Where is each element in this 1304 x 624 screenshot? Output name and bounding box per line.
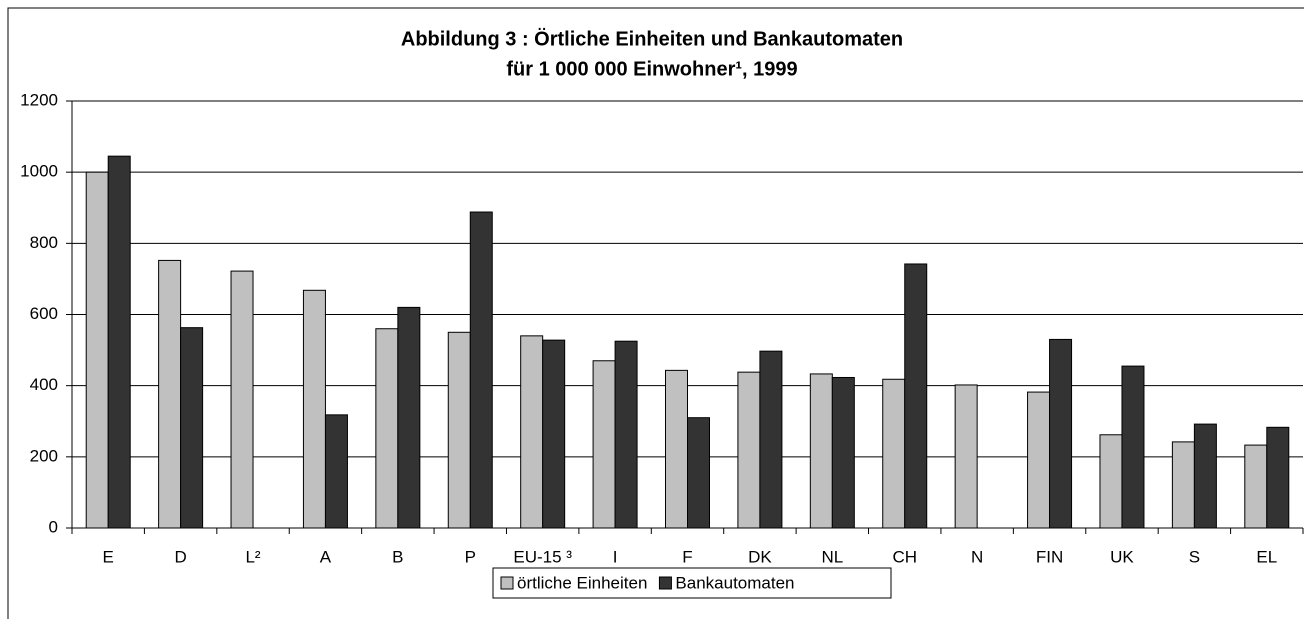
- legend-label: Bankautomaten: [675, 573, 794, 592]
- bar: [954, 384, 978, 529]
- chart-title: Abbildung 3 : Örtliche Einheiten und Ban…: [401, 27, 903, 50]
- x-tick-label: F: [682, 547, 692, 566]
- legend-label: örtliche Einheiten: [517, 573, 647, 592]
- x-tick-label: UK: [1110, 547, 1134, 566]
- bar: [520, 335, 544, 529]
- bar: [592, 360, 616, 529]
- bar: [904, 263, 928, 529]
- x-tick-label: EU-15 ³: [513, 547, 572, 566]
- x-tick-label: NL: [821, 547, 843, 566]
- y-tick-label: 800: [30, 233, 58, 252]
- bar: [1193, 423, 1217, 529]
- bar: [397, 306, 421, 529]
- bar: [107, 155, 131, 529]
- bar: [1266, 426, 1290, 529]
- x-tick-label: P: [465, 547, 476, 566]
- x-tick-label: DK: [748, 547, 772, 566]
- x-tick-label: EL: [1256, 547, 1277, 566]
- x-tick-label: I: [613, 547, 618, 566]
- chart-subtitle: für 1 000 000 Einwohner¹, 1999: [506, 58, 797, 80]
- bar: [1027, 391, 1051, 529]
- y-tick-label: 200: [30, 446, 58, 465]
- bar: [324, 414, 348, 529]
- x-tick-label: FIN: [1036, 547, 1063, 566]
- chart-frame: [7, 7, 1304, 624]
- bar: [665, 369, 688, 529]
- bar: [1171, 441, 1195, 529]
- y-tick-label: 600: [30, 304, 58, 323]
- bar: [542, 339, 566, 529]
- legend-swatch: [500, 576, 514, 590]
- bar: [230, 270, 254, 529]
- y-tick-label: 400: [30, 375, 58, 394]
- bar: [180, 327, 204, 529]
- bar: [1049, 338, 1073, 529]
- x-tick-label: D: [174, 547, 186, 566]
- bar: [469, 211, 493, 529]
- x-tick-label: E: [103, 547, 114, 566]
- bar: [302, 289, 326, 529]
- legend-box: [492, 567, 892, 599]
- x-tick-label: A: [320, 547, 332, 566]
- bar: [759, 350, 783, 529]
- bar: [1244, 444, 1268, 529]
- bar: [882, 378, 906, 529]
- bar: [809, 373, 833, 529]
- bar: [687, 417, 710, 529]
- y-tick-label: 0: [49, 517, 58, 536]
- bar: [737, 371, 761, 529]
- x-tick-label: CH: [892, 547, 917, 566]
- bar: [831, 376, 855, 529]
- legend-swatch: [658, 576, 672, 590]
- y-tick-label: 1000: [20, 162, 58, 181]
- bar: [614, 340, 638, 529]
- bar: [1121, 365, 1145, 529]
- bar: [158, 259, 182, 529]
- y-tick-label: 1200: [20, 90, 58, 109]
- bar: [375, 328, 399, 529]
- x-tick-label: L²: [245, 547, 260, 566]
- bar: [447, 331, 471, 529]
- x-tick-label: S: [1189, 547, 1200, 566]
- x-tick-label: B: [392, 547, 403, 566]
- bar: [1099, 434, 1123, 529]
- bar: [85, 171, 109, 529]
- x-tick-label: N: [971, 547, 983, 566]
